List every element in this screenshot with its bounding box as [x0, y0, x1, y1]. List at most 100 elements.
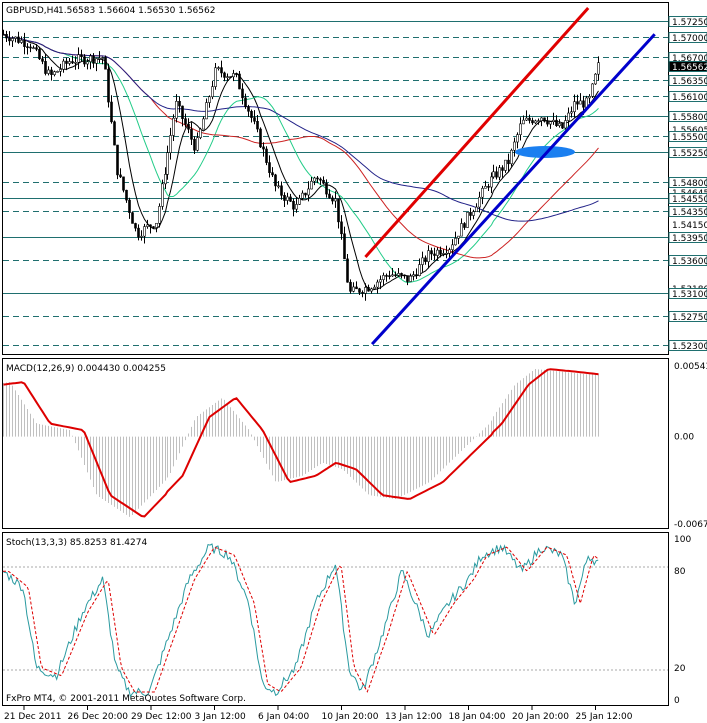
candle-body: [573, 101, 576, 113]
price-level-box: [668, 32, 707, 43]
stoch-panel-frame: [2, 532, 669, 706]
candle-body: [546, 120, 549, 125]
candle-body: [558, 123, 561, 127]
candle-body: [570, 111, 573, 114]
candle-body: [367, 287, 370, 292]
price-tick-label: 1.53950: [672, 234, 707, 244]
candle-body: [352, 286, 355, 292]
price-tick-label: 1.54800: [672, 179, 707, 189]
candle-body: [531, 120, 534, 124]
candle-body: [2, 33, 5, 36]
candle-body: [241, 88, 244, 99]
candle-body: [519, 123, 522, 135]
candle-body: [412, 274, 415, 277]
candle-body: [152, 226, 155, 228]
candle-body: [319, 178, 322, 181]
time-label: 13 Jan 12:00: [385, 712, 442, 722]
candle-body: [454, 237, 457, 246]
candle-body: [65, 60, 68, 64]
candle-body: [11, 38, 14, 42]
candle-body: [116, 144, 119, 176]
candle-body: [513, 141, 516, 151]
candle-body: [271, 172, 274, 176]
time-label: 21 Dec 2011: [4, 712, 62, 722]
candle-body: [597, 62, 600, 75]
candle-body: [522, 119, 525, 125]
candle-body: [178, 101, 181, 107]
candle-body: [47, 69, 50, 74]
candle-body: [409, 275, 412, 282]
copyright-text: FxPro MT4, © 2001-2011 MetaQuotes Softwa…: [6, 694, 246, 704]
candle-body: [280, 185, 283, 196]
candle-body: [164, 174, 167, 185]
candle-body: [44, 61, 47, 74]
candle-body: [107, 68, 110, 103]
candle-body: [555, 119, 558, 127]
candle-body: [244, 97, 247, 108]
candle-body: [552, 119, 555, 123]
candle-body: [149, 224, 152, 227]
candle-body: [379, 279, 382, 283]
candle-body: [86, 61, 89, 65]
candle-body: [59, 68, 62, 72]
price-tick-label: 1.56562: [672, 63, 707, 73]
candle-body: [448, 249, 451, 254]
candle-body: [155, 222, 158, 228]
candle-body: [205, 102, 208, 120]
candle-body: [56, 71, 59, 73]
candle-body: [229, 76, 232, 78]
candle-body: [561, 123, 564, 129]
candle-body: [439, 249, 442, 255]
candle-body: [537, 120, 540, 122]
candle-body: [364, 287, 367, 294]
candle-body: [119, 174, 122, 178]
candle-body: [277, 185, 280, 188]
candle-body: [301, 192, 304, 199]
candle-body: [540, 117, 543, 121]
candle-body: [292, 200, 295, 210]
price-level-box: [668, 232, 707, 243]
candle-body: [307, 188, 310, 196]
candle-body: [528, 117, 531, 121]
candle-body: [472, 211, 475, 216]
candle-body: [211, 86, 214, 98]
candle-body: [172, 117, 175, 136]
candle-body: [68, 61, 71, 64]
price-tick-label: 1.56350: [672, 77, 707, 87]
candle-body: [262, 146, 265, 150]
candle-body: [334, 198, 337, 202]
candle-body: [217, 67, 220, 69]
candle-body: [564, 120, 567, 129]
time-label: 6 Jan 04:00: [258, 712, 310, 722]
candle-body: [92, 55, 95, 64]
price-level-box: [668, 311, 707, 322]
candle-body: [140, 235, 143, 238]
candle-body: [298, 197, 301, 205]
stoch-tick: 80: [674, 567, 686, 577]
price-tick-label: 1.55250: [672, 149, 707, 159]
candle-body: [23, 39, 26, 47]
stoch-title: Stoch(13,3,3) 85.8253 81.4274: [6, 538, 147, 548]
price-level-box: [668, 193, 707, 204]
candle-body: [223, 72, 226, 78]
price-level-box: [668, 91, 707, 102]
candle-body: [166, 152, 169, 175]
candle-body: [235, 73, 238, 75]
candle-body: [128, 199, 131, 213]
candle-body: [158, 206, 161, 224]
candle-body: [328, 193, 331, 199]
candle-body: [38, 48, 41, 60]
time-label: 20 Jan 20:00: [512, 712, 569, 722]
candle-body: [134, 223, 137, 229]
candle-body: [457, 235, 460, 239]
price-tick-label: 1.54550: [672, 195, 707, 205]
candle-body: [184, 118, 187, 125]
price-tick-label: 1.57000: [672, 34, 707, 44]
candle-body: [259, 128, 262, 148]
candle-body: [98, 57, 101, 60]
candle-body: [466, 212, 469, 228]
candle-body: [415, 274, 418, 276]
price-level-box: [668, 288, 707, 299]
candle-body: [343, 233, 346, 260]
